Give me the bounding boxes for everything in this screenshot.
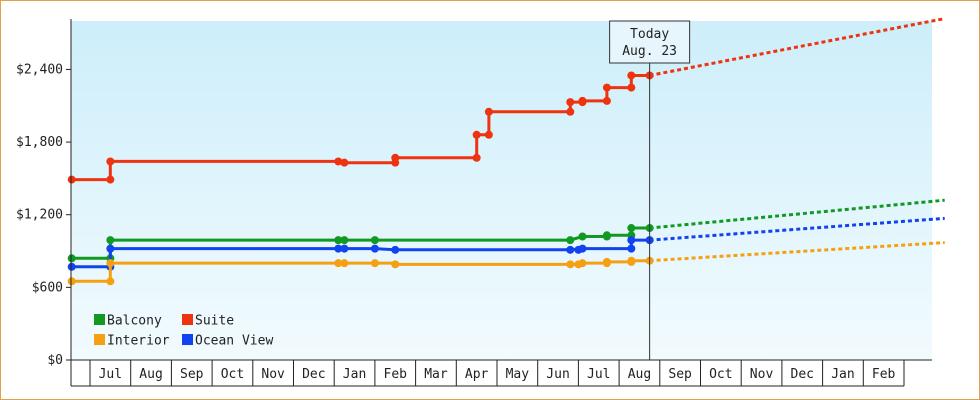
data-point [391,260,400,269]
data-point [578,259,587,268]
data-point [106,157,115,166]
data-point [106,259,115,268]
data-point [627,236,636,245]
data-point [566,245,575,254]
x-tick-label: Feb [384,367,408,382]
data-point [484,130,493,139]
legend-label: Suite [195,314,234,329]
series-forecast-line [649,198,945,230]
data-point [602,231,611,240]
data-point [67,254,76,263]
y-tick-label: $600 [32,280,63,295]
data-point [67,277,76,286]
data-point [627,83,636,92]
data-point [566,107,575,116]
data-point [334,236,343,245]
data-point [370,259,379,268]
y-tick-label: $1,800 [16,135,63,150]
data-point [340,158,349,167]
series-forecast-line [649,17,945,77]
x-tick-label: Nov [750,367,774,382]
data-point [370,244,379,253]
x-tick-label: Aug [628,367,651,382]
legend-swatch [94,314,105,325]
x-tick-label: Sep [668,367,692,382]
legend-swatch [94,334,105,345]
series-forecast-line [649,216,945,242]
legend-item-interior: Interior [94,334,170,349]
y-tick-label: $2,400 [16,62,63,77]
data-point [566,260,575,269]
data-point [566,236,575,245]
x-tick-label: Aug [139,367,162,382]
data-point [578,244,587,253]
x-tick-label: Jan [831,367,854,382]
x-tick-label: Mar [424,367,448,382]
legend-label: Balcony [107,314,162,329]
series-suite [67,17,945,184]
data-point [340,244,349,253]
data-point [370,236,379,245]
x-tick-label: Apr [465,367,489,382]
legend-item-ocean-view: Ocean View [182,334,273,349]
data-point [391,153,400,162]
legend-swatch [182,334,193,345]
data-point [602,96,611,105]
data-point [602,83,611,92]
data-point [391,245,400,254]
x-tick-label: Jan [343,367,366,382]
data-point [106,236,115,245]
data-point [67,262,76,271]
today-label: Today [630,27,669,42]
x-tick-label: Jul [99,367,122,382]
data-point [340,236,349,245]
data-point [566,98,575,107]
data-point [334,244,343,253]
legend-label: Interior [107,334,170,349]
x-tick-label: May [506,367,530,382]
x-tick-label: Jul [587,367,610,382]
plot-background [71,21,932,360]
x-tick-label: Oct [709,367,732,382]
y-tick-label: $0 [47,353,63,368]
data-point [627,224,636,233]
legend-label: Ocean View [195,334,273,349]
x-tick-label: Nov [261,367,285,382]
series-forecast-line [649,241,945,263]
data-point [578,96,587,105]
data-point [627,256,636,265]
data-point [106,277,115,286]
data-point [334,259,343,268]
series-interior [67,241,945,286]
x-tick-label: Feb [872,367,896,382]
legend-swatch [182,314,193,325]
x-tick-label: Dec [302,367,325,382]
data-point [472,153,481,162]
legend-item-suite: Suite [182,314,234,329]
data-point [472,130,481,139]
x-tick-label: Oct [221,367,244,382]
data-point [340,259,349,268]
x-tick-label: Sep [180,367,204,382]
y-tick-label: $1,200 [16,208,63,223]
data-point [106,244,115,253]
data-point [627,244,636,253]
data-point [578,232,587,241]
x-tick-label: Dec [791,367,814,382]
data-point [106,175,115,184]
data-point [67,175,76,184]
x-tick-label: Jun [546,367,569,382]
data-point [627,71,636,80]
data-point [602,257,611,266]
data-point [484,107,493,116]
data-point [334,157,343,166]
today-box [609,20,691,64]
legend-item-balcony: Balcony [94,314,162,329]
series-ocean-view [67,216,945,271]
today-date: Aug. 23 [622,44,677,59]
